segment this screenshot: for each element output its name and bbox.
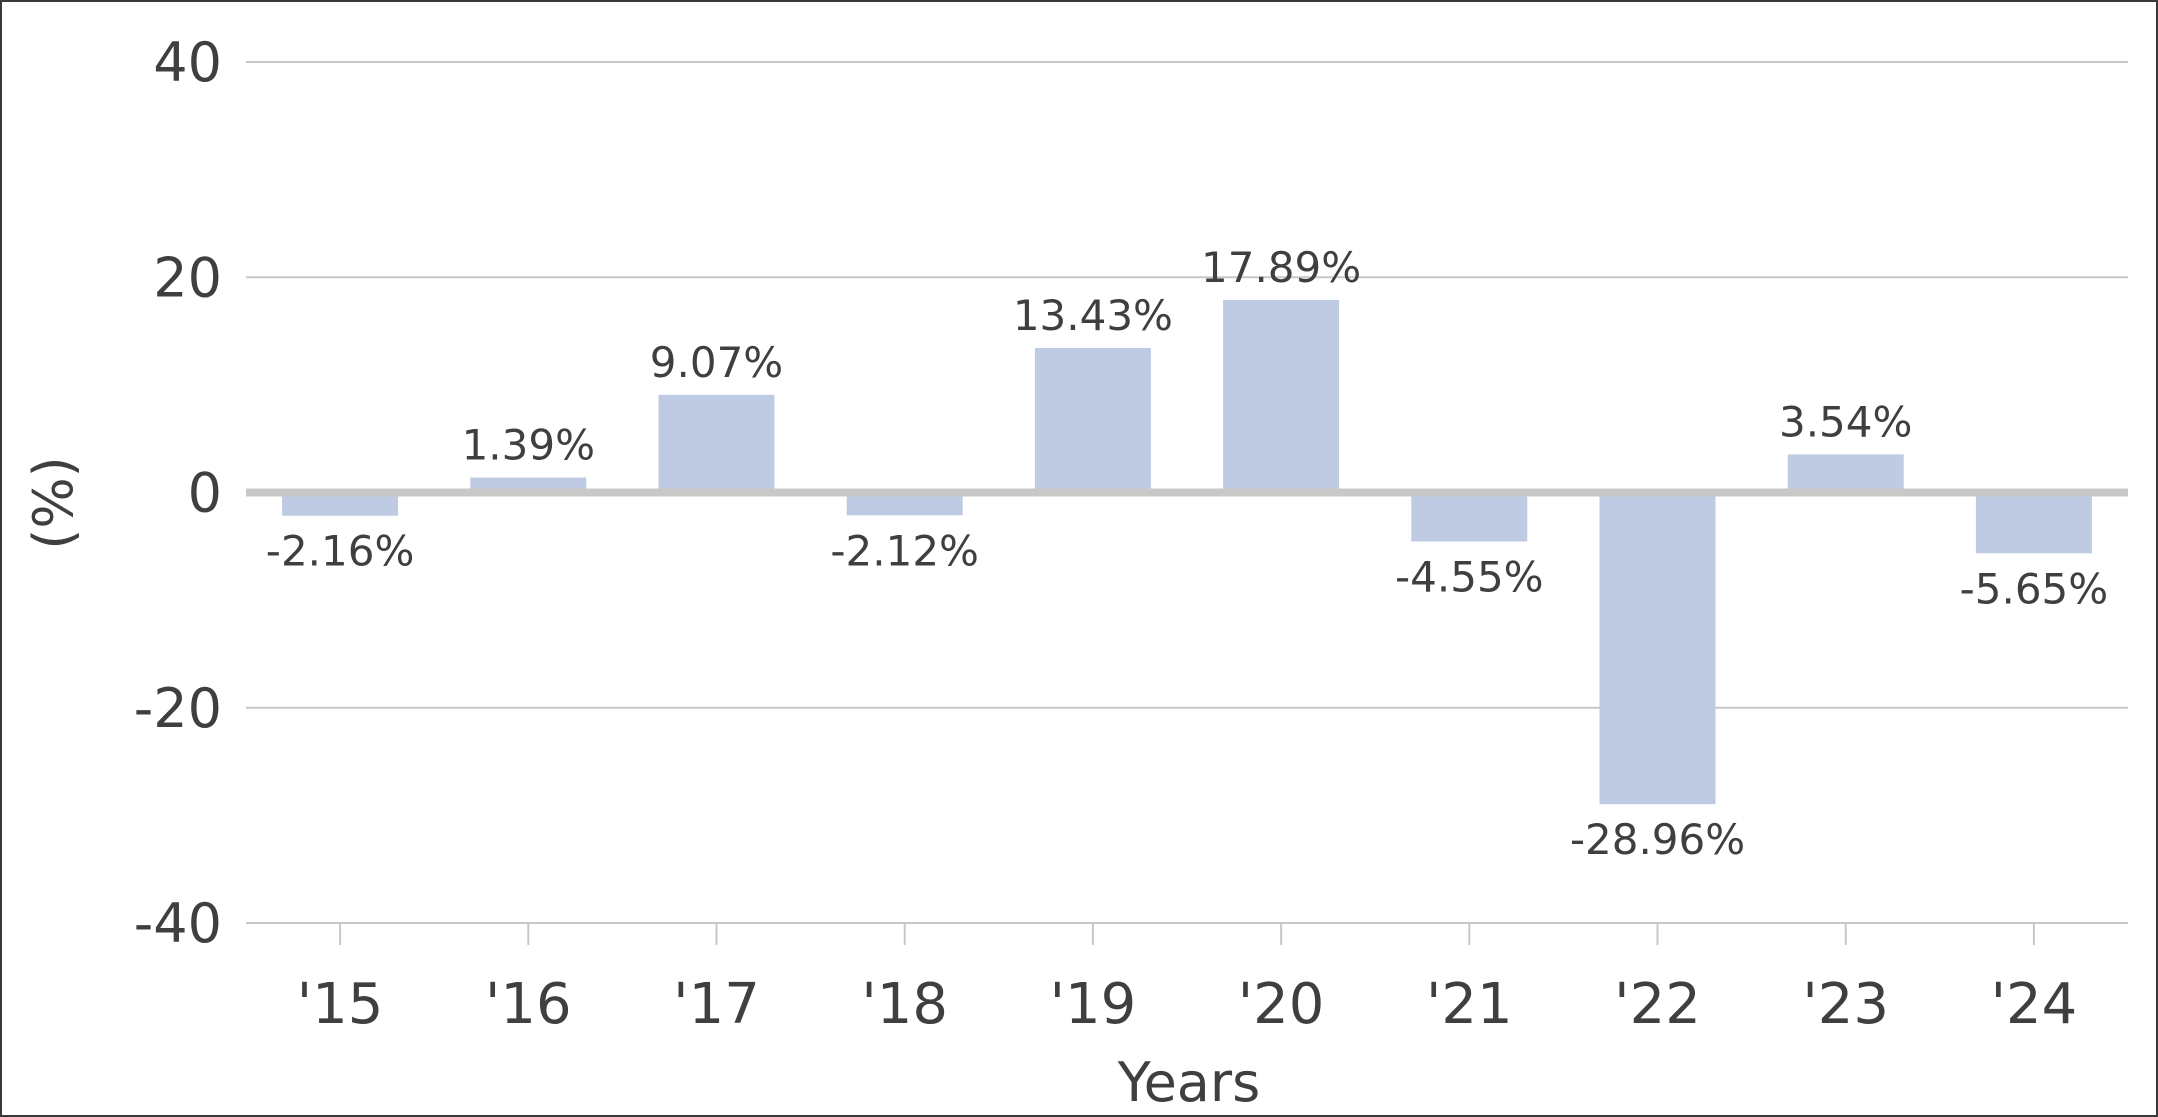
bar [1411,492,1528,542]
x-tick-label: '22 [1614,972,1701,1037]
bar-data-label: 13.43% [1013,291,1173,340]
y-tick-label: 0 [188,462,222,525]
y-axis-ticks: 40 20 0 -20 -40 [134,31,222,955]
y-tick-label: 40 [153,31,222,94]
data-labels: -2.16% 1.39% 9.07% -2.12% 13.43% 17.89% -4.55%… [266,243,2108,864]
x-axis-label: Years [1117,1051,1260,1114]
bar-data-label: -5.65% [1960,564,2109,613]
bar-data-label: 9.07% [650,338,783,387]
x-tick-label: '15 [297,972,384,1037]
x-tick-label: '16 [485,972,572,1037]
bar [1787,454,1904,493]
bar-data-label: 1.39% [462,421,595,470]
gridlines [246,61,2128,924]
bar-data-label: -4.55% [1395,552,1544,601]
bar [846,492,963,516]
y-tick-label: -40 [134,892,222,955]
y-tick-label: 20 [153,246,222,309]
bar [282,492,399,516]
bar-data-label: -2.16% [266,527,415,576]
bar [1034,347,1151,493]
x-tick-label: '18 [861,972,948,1037]
x-tick-label: '20 [1238,972,1325,1037]
x-tick-label: '21 [1426,972,1513,1037]
x-tick-label: '17 [673,972,760,1037]
x-tick-label: '24 [1991,972,2078,1037]
bar-data-label: 17.89% [1201,243,1361,292]
bar [1223,299,1340,493]
bar-data-label: -2.12% [830,526,979,575]
x-tick-label: '19 [1050,972,1137,1037]
bar [1975,492,2092,554]
y-tick-label: -20 [134,677,222,740]
x-axis-ticks: '15 '16 '17 '18 '19 '20 '21 '22 '23 '24 [297,923,2077,1037]
x-tick-label: '23 [1802,972,1889,1037]
bars [282,299,2092,805]
bar-data-label: -28.96% [1570,815,1745,864]
bar-data-label: 3.54% [1779,397,1912,446]
bar [1599,492,1716,805]
bar [658,394,775,493]
y-axis-label: (%) [22,456,85,549]
